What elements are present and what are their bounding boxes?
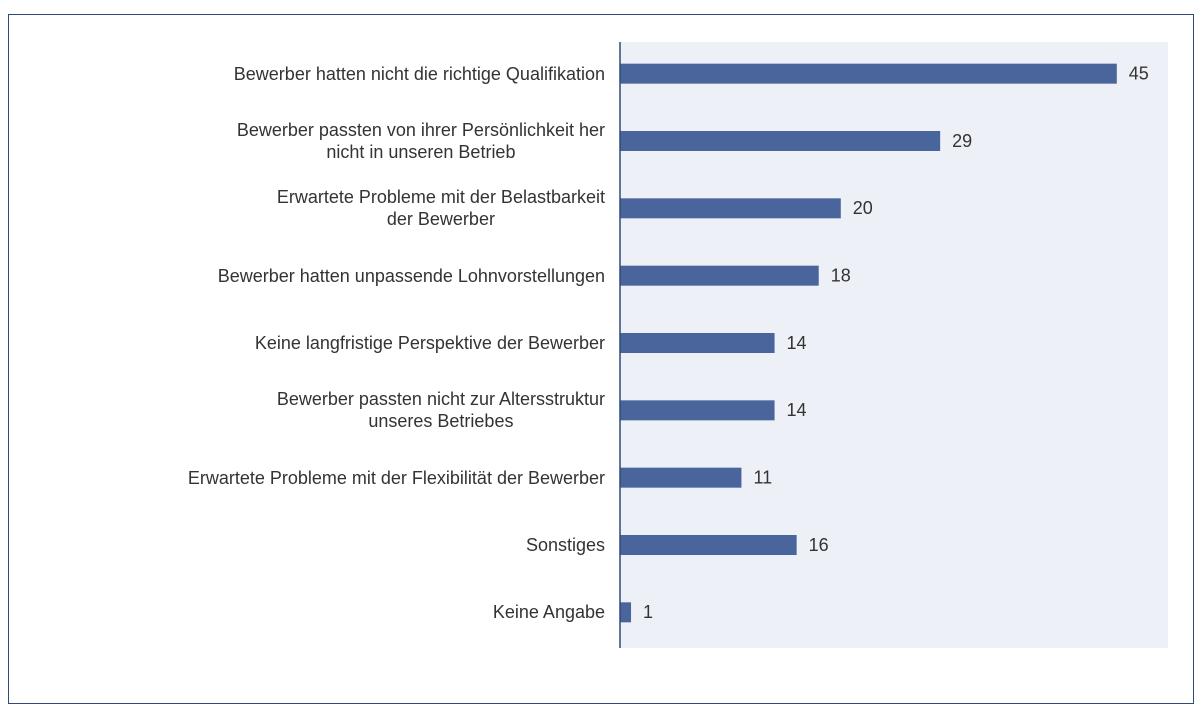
category-label: Bewerber passten nicht zur Altersstruktu… <box>276 389 605 432</box>
category-label-box: Keine langfristige Perspektive der Bewer… <box>255 310 605 376</box>
value-label: 14 <box>787 333 807 353</box>
bar <box>620 198 841 219</box>
value-label: 11 <box>753 467 772 487</box>
bar <box>620 63 1117 84</box>
category-label: Keine langfristige Perspektive der Bewer… <box>254 333 605 353</box>
bar <box>620 535 797 555</box>
category-label: Bewerber hatten nicht die richtige Quali… <box>233 63 605 84</box>
category-label-box: Bewerber passten von ihrer Persönlichkei… <box>237 108 605 174</box>
category-label: Keine Angabe <box>492 602 605 623</box>
value-label: 20 <box>853 198 873 218</box>
value-label: 45 <box>1129 63 1149 83</box>
category-label: Erwartete Probleme mit der Flexibilität … <box>187 467 605 488</box>
bar <box>620 333 775 353</box>
category-label: Bewerber hatten unpassende Lohnvorstellu… <box>217 265 605 286</box>
chart: 45 29 20 18 14 14 11 16 1 <box>619 42 1168 648</box>
category-label-box: Erwartete Probleme mit der Belastbarkeit… <box>277 175 605 241</box>
bar <box>620 400 775 421</box>
value-label: 18 <box>831 265 851 285</box>
category-label-box: Keine Angabe <box>493 579 605 645</box>
bar <box>620 131 941 151</box>
category-label: Bewerber passten von ihrer Persönlichkei… <box>236 120 605 162</box>
category-label: Erwartete Probleme mit der Belastbarkeit… <box>276 187 605 230</box>
bar <box>620 467 742 488</box>
category-label-box: Erwartete Probleme mit der Flexibilität … <box>188 445 605 511</box>
category-label-box: Bewerber passten nicht zur Altersstruktu… <box>277 377 605 443</box>
bar <box>620 265 819 286</box>
value-label: 14 <box>787 400 807 420</box>
value-label: 29 <box>952 131 972 151</box>
category-label-box: Bewerber hatten nicht die richtige Quali… <box>234 41 605 107</box>
bar <box>620 602 632 623</box>
category-label-box: Sonstiges <box>526 512 605 578</box>
value-label: 16 <box>809 535 829 555</box>
category-label-box: Bewerber hatten unpassende Lohnvorstellu… <box>218 243 605 309</box>
category-label: Sonstiges <box>525 535 605 555</box>
value-label: 1 <box>643 602 653 622</box>
page: {"chart_data": {"type": "hbar", "categor… <box>8 14 1194 704</box>
